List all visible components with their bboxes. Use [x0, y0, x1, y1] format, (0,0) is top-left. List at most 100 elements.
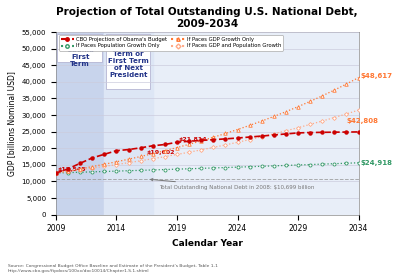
- FancyBboxPatch shape: [106, 34, 150, 89]
- If Paces Population Growth Only: [272, 164, 276, 167]
- CBO Projection of Obama's Budget: [211, 138, 216, 141]
- CBO Projection of Obama's Budget: [320, 131, 325, 134]
- If Paces GDP Growth Only: [199, 139, 204, 142]
- If Paces GDP Growth Only: [78, 167, 82, 170]
- If Paces GDP Growth Only: [54, 171, 58, 175]
- CBO Projection of Obama's Budget: [247, 135, 252, 139]
- If Paces GDP Growth Only: [126, 158, 131, 161]
- Text: $12,545: $12,545: [57, 167, 86, 172]
- Text: $19,602: $19,602: [147, 150, 175, 155]
- CBO Projection of Obama's Budget: [66, 167, 70, 170]
- CBO Projection of Obama's Budget: [332, 130, 337, 134]
- If Paces Population Growth Only: [356, 161, 361, 164]
- If Paces GDP and Population Growth: [296, 126, 300, 129]
- If Paces GDP and Population Growth: [356, 109, 361, 112]
- If Paces Population Growth Only: [114, 169, 119, 173]
- If Paces Population Growth Only: [150, 168, 155, 172]
- Bar: [104, 32, 153, 215]
- If Paces GDP Growth Only: [66, 169, 70, 173]
- If Paces GDP and Population Growth: [102, 165, 107, 168]
- If Paces GDP Growth Only: [211, 136, 216, 139]
- If Paces GDP and Population Growth: [54, 171, 58, 175]
- CBO Projection of Obama's Budget: [296, 131, 300, 135]
- If Paces Population Growth Only: [78, 171, 82, 174]
- If Paces GDP and Population Growth: [344, 112, 349, 116]
- If Paces GDP and Population Growth: [223, 143, 228, 147]
- FancyBboxPatch shape: [57, 34, 102, 62]
- X-axis label: Calendar Year: Calendar Year: [172, 239, 243, 248]
- If Paces GDP and Population Growth: [235, 141, 240, 144]
- If Paces GDP Growth Only: [247, 124, 252, 127]
- If Paces Population Growth Only: [199, 167, 204, 170]
- If Paces GDP Growth Only: [138, 155, 143, 158]
- If Paces Population Growth Only: [284, 164, 288, 167]
- If Paces Population Growth Only: [102, 170, 107, 173]
- If Paces GDP Growth Only: [223, 132, 228, 135]
- If Paces GDP and Population Growth: [114, 163, 119, 166]
- Line: CBO Projection of Obama's Budget: CBO Projection of Obama's Budget: [54, 130, 360, 175]
- CBO Projection of Obama's Budget: [175, 141, 180, 144]
- If Paces Population Growth Only: [162, 168, 167, 171]
- Line: If Paces GDP and Population Growth: If Paces GDP and Population Growth: [54, 109, 360, 174]
- If Paces Population Growth Only: [235, 165, 240, 169]
- If Paces Population Growth Only: [247, 165, 252, 168]
- CBO Projection of Obama's Budget: [162, 143, 167, 146]
- CBO Projection of Obama's Budget: [199, 139, 204, 142]
- If Paces GDP Growth Only: [90, 165, 95, 168]
- If Paces GDP and Population Growth: [320, 119, 325, 123]
- If Paces GDP Growth Only: [102, 162, 107, 166]
- Text: Source: Congressional Budget Office Baseline and Estimate of the President's Bud: Source: Congressional Budget Office Base…: [8, 264, 218, 273]
- If Paces GDP Growth Only: [162, 149, 167, 152]
- If Paces GDP and Population Growth: [90, 167, 95, 170]
- If Paces GDP Growth Only: [320, 94, 325, 98]
- Text: $24,918: $24,918: [361, 160, 393, 166]
- If Paces GDP and Population Growth: [259, 135, 264, 138]
- If Paces GDP and Population Growth: [332, 116, 337, 119]
- Line: If Paces GDP Growth Only: If Paces GDP Growth Only: [54, 76, 360, 175]
- If Paces Population Growth Only: [138, 169, 143, 172]
- Bar: [56, 32, 104, 215]
- CBO Projection of Obama's Budget: [102, 153, 107, 156]
- Title: Projection of Total Outstanding U.S. National Debt,
2009-2034: Projection of Total Outstanding U.S. Nat…: [56, 7, 358, 28]
- If Paces GDP and Population Growth: [247, 138, 252, 141]
- If Paces GDP Growth Only: [356, 76, 361, 79]
- If Paces Population Growth Only: [90, 170, 95, 173]
- CBO Projection of Obama's Budget: [114, 149, 119, 152]
- If Paces Population Growth Only: [66, 171, 70, 174]
- If Paces GDP Growth Only: [296, 105, 300, 108]
- If Paces GDP and Population Growth: [211, 146, 216, 149]
- If Paces GDP and Population Growth: [78, 168, 82, 172]
- If Paces GDP and Population Growth: [284, 129, 288, 132]
- CBO Projection of Obama's Budget: [187, 140, 192, 143]
- If Paces GDP Growth Only: [272, 115, 276, 118]
- If Paces GDP and Population Growth: [162, 155, 167, 158]
- Line: If Paces Population Growth Only: If Paces Population Growth Only: [54, 161, 360, 175]
- If Paces Population Growth Only: [296, 163, 300, 167]
- If Paces GDP Growth Only: [308, 100, 312, 103]
- If Paces GDP and Population Growth: [199, 148, 204, 152]
- CBO Projection of Obama's Budget: [356, 130, 361, 133]
- CBO Projection of Obama's Budget: [284, 132, 288, 136]
- If Paces GDP Growth Only: [187, 143, 192, 146]
- CBO Projection of Obama's Budget: [54, 171, 58, 175]
- CBO Projection of Obama's Budget: [223, 137, 228, 141]
- If Paces Population Growth Only: [308, 163, 312, 166]
- If Paces GDP Growth Only: [235, 128, 240, 131]
- If Paces GDP Growth Only: [259, 119, 264, 123]
- Legend: CBO Projection of Obama's Budget, If Paces Population Growth Only, If Paces GDP : CBO Projection of Obama's Budget, If Pac…: [59, 35, 283, 50]
- If Paces Population Growth Only: [332, 162, 337, 165]
- Text: $42,808: $42,808: [346, 118, 378, 124]
- If Paces GDP and Population Growth: [187, 150, 192, 154]
- Text: $21,814: $21,814: [178, 137, 207, 142]
- If Paces GDP Growth Only: [114, 160, 119, 163]
- CBO Projection of Obama's Budget: [138, 146, 143, 149]
- If Paces Population Growth Only: [54, 171, 58, 175]
- CBO Projection of Obama's Budget: [150, 144, 155, 147]
- CBO Projection of Obama's Budget: [78, 162, 82, 165]
- If Paces Population Growth Only: [211, 166, 216, 170]
- If Paces Population Growth Only: [126, 169, 131, 172]
- If Paces Population Growth Only: [223, 166, 228, 169]
- Text: $48,617: $48,617: [361, 73, 393, 79]
- If Paces GDP and Population Growth: [150, 157, 155, 160]
- If Paces GDP and Population Growth: [272, 132, 276, 135]
